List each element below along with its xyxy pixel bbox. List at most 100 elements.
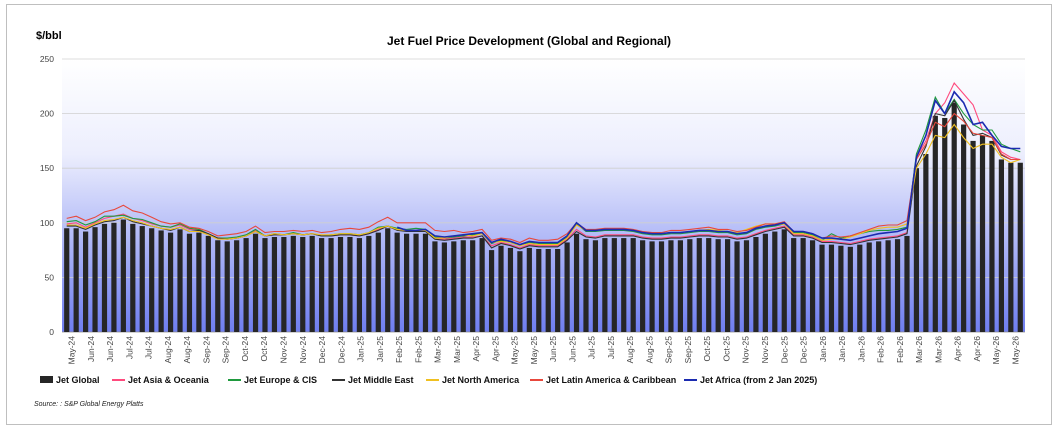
x-tick-label: Mar-26 [914, 336, 924, 363]
bar-jet-global [252, 233, 259, 332]
bar-jet-global [498, 245, 504, 332]
x-tick-label: Mar-25 [433, 336, 443, 363]
bar-jet-global [932, 115, 938, 332]
legend-label: Jet Middle East [348, 375, 414, 385]
legend-swatch-bar [40, 376, 53, 383]
bar-jet-global [536, 249, 542, 332]
line-series [66, 82, 1021, 250]
bar-jet-global [470, 240, 476, 332]
bar-jet-global [876, 241, 882, 332]
bar-jet-global [130, 223, 136, 332]
bar-jet-global [309, 235, 315, 332]
x-tick-label: Dec-24 [317, 336, 327, 364]
bar-jet-global [460, 240, 466, 332]
x-tick-label: Feb-26 [895, 336, 905, 363]
bar-jet-global [573, 233, 580, 332]
bar-jet-global [687, 239, 693, 332]
x-tick-label: Dec-24 [336, 336, 346, 364]
source-note: Source: : S&P Global Energy Platts [34, 401, 144, 408]
series-line-jet-latin-america-caribbean [66, 112, 1021, 244]
bar-jet-global [923, 154, 929, 332]
bar-jet-global [215, 240, 221, 332]
bar-jet-global [526, 247, 532, 332]
x-tick-label: Jul-24 [144, 336, 154, 359]
bar-jet-global [800, 238, 806, 332]
bar-jet-global [186, 233, 193, 332]
x-tick-label: Jan-26 [856, 336, 866, 362]
legend-label: Jet Global [56, 375, 100, 385]
bar-jet-global [781, 229, 787, 332]
bar-jet-global [762, 233, 768, 332]
bar-jet-global [234, 240, 240, 332]
x-tick-label: Oct-25 [702, 336, 712, 362]
bar-jet-global [177, 229, 183, 332]
x-tick-label: May-24 [67, 336, 77, 365]
x-tick-label: Sep-24 [221, 336, 231, 364]
legend-label: Jet Latin America & Caribbean [546, 375, 676, 385]
bar-jet-global [385, 228, 391, 332]
x-tick-label: Nov-24 [278, 336, 288, 364]
bar-jet-global [517, 251, 523, 332]
bar-jet-global [101, 223, 108, 332]
bar-jet-global [894, 239, 901, 332]
bar-jet-global [422, 233, 429, 332]
x-tick-label: Nov-24 [298, 336, 308, 364]
x-tick-label: Jul-24 [124, 336, 134, 359]
x-tick-label: May-25 [510, 336, 520, 365]
x-tick-label: Aug-25 [644, 336, 654, 364]
bar-jet-global [507, 247, 514, 332]
x-tick-label: Sep-25 [664, 336, 674, 364]
bar-jet-global [319, 238, 325, 332]
bar-jet-global [715, 239, 721, 332]
bar-jet-global [677, 240, 683, 332]
bar-jet-global [451, 241, 457, 332]
bar-jet-global [753, 236, 759, 332]
bar-jet-global [441, 242, 447, 332]
bar-jet-global [1017, 162, 1023, 332]
bar-jet-global [602, 238, 608, 332]
x-tick-label: Jul-25 [606, 336, 616, 359]
x-tick-label: Oct-24 [259, 336, 269, 362]
bar-jet-global [791, 238, 797, 332]
bar-jet-global [564, 242, 570, 332]
x-tick-label: Apr-26 [953, 336, 963, 362]
x-tick-label: May-26 [991, 336, 1001, 365]
bar-jet-global [120, 219, 126, 332]
bar-jet-global [243, 238, 249, 332]
bar-jet-global [866, 242, 872, 332]
bar-jet-global [1008, 162, 1014, 332]
bar-jet-global [356, 238, 362, 332]
bar-jet-global [904, 235, 910, 332]
chart-title: Jet Fuel Price Development (Global and R… [386, 34, 672, 48]
bar-jet-global [262, 238, 268, 332]
x-tick-label: Mar-26 [933, 336, 943, 363]
plot-area [62, 59, 1025, 332]
x-tick-label: Dec-25 [799, 336, 809, 364]
bar-jet-global [394, 232, 400, 332]
bar-jet-global [998, 159, 1004, 332]
x-tick-label: Feb-25 [394, 336, 404, 363]
bar-jet-global [205, 235, 211, 332]
bar-jet-global [961, 124, 967, 333]
bar-jet-global [970, 140, 976, 332]
bar-jet-global [479, 238, 485, 332]
legend: Jet Global Jet Asia & Oceania Jet Europe &… [40, 375, 817, 385]
y-tick-label: 200 [40, 109, 54, 119]
bar-jet-global [290, 235, 296, 332]
bar-jet-global [366, 235, 372, 332]
x-tick-label: Jul-25 [587, 336, 597, 359]
bar-jet-global [885, 240, 891, 332]
bar-jet-global [828, 244, 835, 332]
x-axis: May-24 Jun-24 Jun-24 Jul-24 Jul-24 Aug-24 Aug-… [67, 336, 1021, 365]
x-tick-label: Jan-25 [375, 336, 385, 362]
legend-label: Jet Africa (from 2 Jan 2025) [700, 375, 817, 385]
bar-jet-global [772, 231, 778, 332]
bar-jet-global [611, 238, 617, 332]
x-tick-label: Nov-25 [741, 336, 751, 364]
bar-jet-global [404, 233, 410, 332]
bar-jet-global [706, 238, 712, 332]
bar-jet-global [857, 244, 863, 332]
bar-jet-global [488, 250, 495, 332]
bar-jet-global [951, 102, 957, 333]
y-tick-label: 250 [40, 54, 54, 64]
